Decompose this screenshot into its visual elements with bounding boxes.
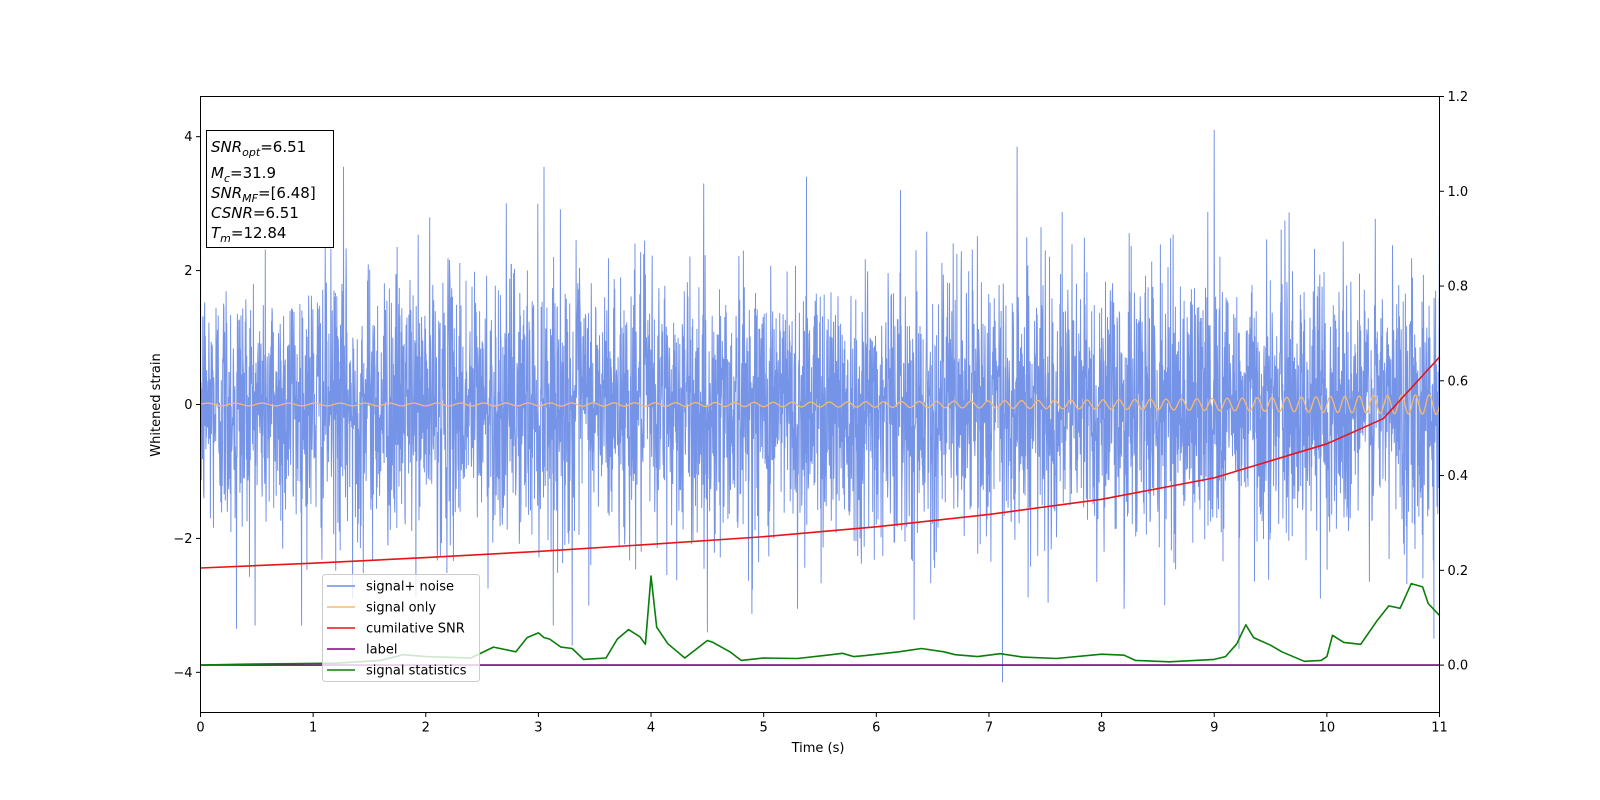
y-tick-label-right: 1.2: [1448, 90, 1469, 105]
x-tick-label: 8: [1097, 721, 1105, 736]
x-tick-label: 6: [872, 721, 880, 736]
info-mc-sub: c: [224, 172, 230, 185]
y-tick-label-right: 0.6: [1448, 374, 1469, 389]
info-snr-mf-main: SNR: [211, 184, 242, 202]
series-signal-noise-line: [200, 129, 1440, 683]
legend-label: signal+ noise: [366, 580, 454, 595]
info-snr-opt-value: =6.51: [260, 138, 306, 156]
x-tick-label: 11: [1431, 721, 1448, 736]
y-tick-label-left: −4: [173, 666, 192, 681]
legend-label: cumilative SNR: [366, 622, 465, 637]
series-cumulative-snr-line: [200, 356, 1441, 569]
info-csnr-value: =6.51: [253, 204, 299, 222]
ticks-layer: 0 1 2 3 4 5 6 7 8 9 10 11 4 2 0 −2 −4 1.2 1.0 0.8 0.6 0.4 0.2 0…: [173, 90, 1468, 736]
x-tick-label: 10: [1319, 721, 1336, 736]
y-axis-label: Whitened strain: [149, 353, 164, 456]
x-tick-label: 4: [647, 721, 655, 736]
legend: signal+ noise signal only cumilative SNR la…: [322, 574, 480, 682]
y-tick-label-right: 0.0: [1448, 659, 1469, 674]
info-csnr-main: CSNR: [211, 204, 253, 222]
x-tick-label: 5: [760, 721, 768, 736]
info-csnr: CSNR=6.51: [211, 204, 299, 222]
legend-label: signal statistics: [366, 664, 467, 679]
info-tm-main: T: [211, 224, 222, 242]
info-snr-mf: SNRMF=[6.48]: [211, 184, 316, 205]
legend-items: signal+ noise signal only cumilative SNR la…: [327, 580, 467, 679]
info-mc-main: M: [211, 164, 224, 182]
y-tick-label-right: 0.8: [1448, 280, 1469, 295]
y-tick-label-right: 1.0: [1448, 185, 1469, 200]
x-tick-label: 0: [196, 721, 204, 736]
info-tm-sub: m: [220, 232, 231, 245]
legend-frame: [322, 574, 480, 682]
x-tick-label: 7: [985, 721, 993, 736]
legend-label: label: [366, 643, 397, 658]
info-mc-value: =31.9: [230, 164, 276, 182]
x-tick-label: 1: [309, 721, 317, 736]
y-tick-label-left: 0: [184, 398, 192, 413]
y-tick-label-right: 0.2: [1448, 564, 1469, 579]
info-snr-opt-main: SNR: [211, 138, 242, 156]
x-tick-label: 3: [534, 721, 542, 736]
y-tick-label-right: 0.4: [1448, 469, 1469, 484]
x-axis-label: Time (s): [791, 741, 845, 756]
info-snr-mf-sub: MF: [242, 192, 258, 205]
legend-label: signal only: [366, 601, 436, 616]
series-signal-only-line: [200, 394, 1441, 416]
y-tick-label-left: −2: [173, 532, 192, 547]
series-signal-statistics-line: [200, 575, 1441, 666]
x-tick-label: 9: [1210, 721, 1218, 736]
y-tick-label-left: 2: [184, 264, 192, 279]
info-tm-value: =12.84: [231, 224, 287, 242]
info-snr-opt: SNRopt=6.51: [211, 138, 306, 159]
info-snr-opt-sub: opt: [242, 146, 261, 159]
info-snr-mf-value: =[6.48]: [258, 184, 316, 202]
info-mc: Mc=31.9: [211, 164, 276, 185]
info-box-frame: [206, 130, 334, 248]
info-box: SNRopt=6.51 Mc=31.9 SNRMF=[6.48] CSNR=6.…: [206, 130, 334, 248]
y-tick-label-left: 4: [184, 130, 192, 145]
x-tick-label: 2: [422, 721, 430, 736]
info-tm: Tm=12.84: [211, 224, 286, 245]
